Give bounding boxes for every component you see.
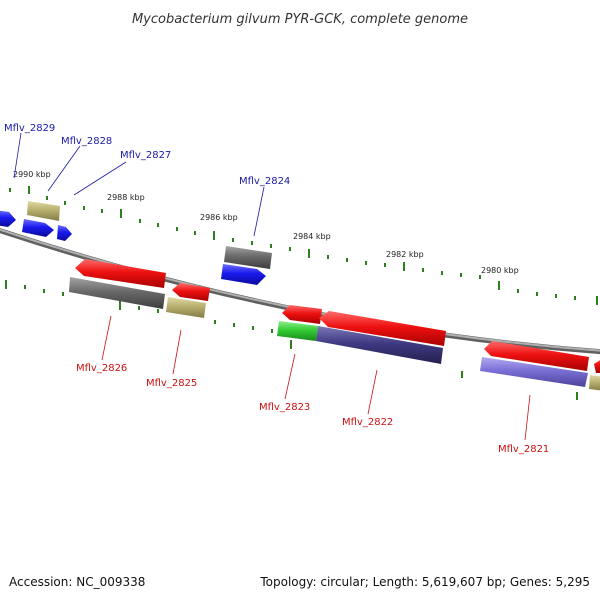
gene-block-mflv-2826b[interactable] xyxy=(69,277,165,309)
gene-label-mflv-2824[interactable]: Mflv_2824 xyxy=(239,176,290,187)
leader-line-mflv-2828 xyxy=(47,145,81,192)
gene-block-mflv-2825b[interactable] xyxy=(166,297,206,318)
leader-line-mflv-2821 xyxy=(524,394,531,441)
gene-arrow-mflv-2823[interactable] xyxy=(282,305,322,324)
gene-arrow-mflv-2830[interactable] xyxy=(0,210,16,227)
gene-label-mflv-2827[interactable]: Mflv_2827 xyxy=(120,150,171,161)
bottom-leader-lines xyxy=(101,315,531,441)
gene-block-mflv-2823b[interactable] xyxy=(277,321,318,341)
gene-label-mflv-2822[interactable]: Mflv_2822 xyxy=(342,417,393,428)
outer-tick-ring xyxy=(9,186,598,305)
kbp-label-2986: 2986 kbp xyxy=(200,213,238,222)
gene-label-mflv-2823[interactable]: Mflv_2823 xyxy=(259,402,310,413)
gene-label-mflv-2826[interactable]: Mflv_2826 xyxy=(76,363,127,374)
gene-arrow-mflv-2825[interactable] xyxy=(172,283,210,301)
leader-line-mflv-2829 xyxy=(13,132,22,179)
leader-line-mflv-2822 xyxy=(367,369,378,415)
gene-label-mflv-2821[interactable]: Mflv_2821 xyxy=(498,444,549,455)
accession-text: Accession: NC_009338 xyxy=(9,575,145,589)
kbp-label-2988: 2988 kbp xyxy=(107,193,145,202)
leader-line-mflv-2826 xyxy=(101,315,112,361)
kbp-label-2984: 2984 kbp xyxy=(293,232,331,241)
top-leader-lines xyxy=(13,132,265,237)
gene-arrow-mflv-2820[interactable] xyxy=(594,357,600,373)
inner-strand-genes xyxy=(69,259,600,391)
gene-arrow-mflv-2821[interactable] xyxy=(484,341,589,371)
gene-arrow-mflv-2822[interactable] xyxy=(319,311,446,346)
gene-block-mflv-2827[interactable] xyxy=(27,201,60,221)
gene-arrow-mflv-2826[interactable] xyxy=(75,259,166,288)
kbp-label-2980: 2980 kbp xyxy=(481,266,519,275)
gene-block-mflv-2822b[interactable] xyxy=(316,326,443,364)
gene-block-mflv-2820b[interactable] xyxy=(589,375,600,391)
inner-tick-ring xyxy=(5,280,578,400)
genome-summary-text: Topology: circular; Length: 5,619,607 bp… xyxy=(259,575,590,589)
gene-block-mflv-2824[interactable] xyxy=(224,246,272,269)
genome-title: Mycobacterium gilvum PYR-GCK, complete g… xyxy=(132,12,468,27)
kbp-label-2990: 2990 kbp xyxy=(13,170,51,179)
gene-arrow-mflv-2828[interactable] xyxy=(57,225,72,241)
leader-line-mflv-2824 xyxy=(253,186,265,237)
leader-line-mflv-2825 xyxy=(172,329,182,375)
leader-line-mflv-2823 xyxy=(284,353,296,400)
gene-arrow-mflv-2829[interactable] xyxy=(22,219,54,237)
outer-strand-genes xyxy=(0,201,272,285)
gene-label-mflv-2825[interactable]: Mflv_2825 xyxy=(146,378,197,389)
gene-arrow-mflv-2824b[interactable] xyxy=(221,264,266,285)
gene-block-mflv-2821b[interactable] xyxy=(480,357,588,387)
gene-label-mflv-2828[interactable]: Mflv_2828 xyxy=(61,136,112,147)
kbp-label-2982: 2982 kbp xyxy=(386,250,424,259)
gene-label-mflv-2829[interactable]: Mflv_2829 xyxy=(4,123,55,134)
leader-line-mflv-2827 xyxy=(73,161,127,196)
